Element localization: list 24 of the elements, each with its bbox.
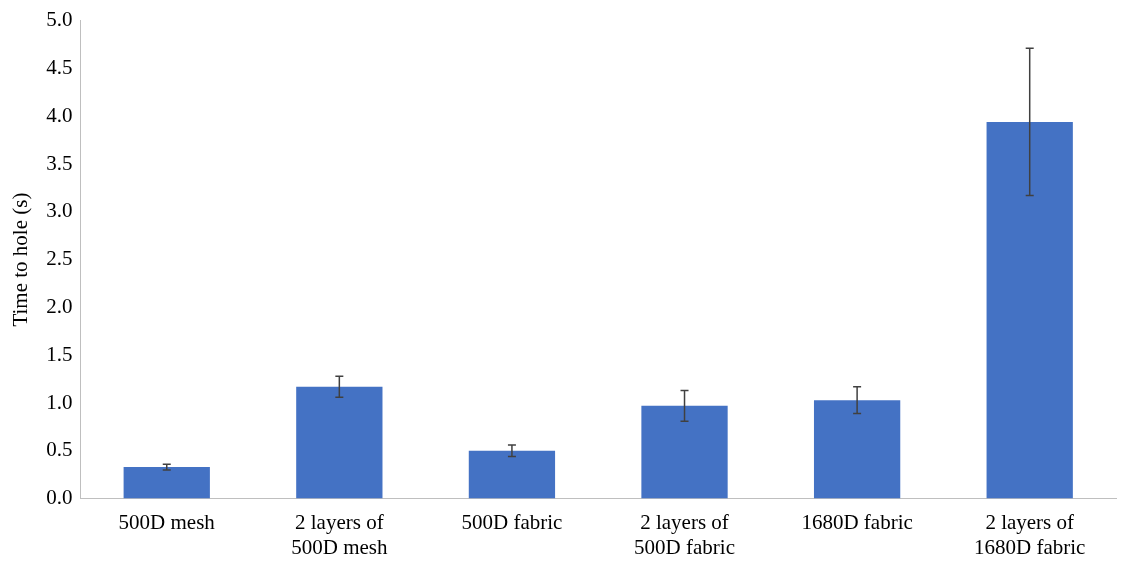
- y-axis-title: Time to hole (s): [8, 192, 33, 327]
- y-tick-label: 2.5: [46, 246, 73, 271]
- y-tick-label: 2.0: [46, 293, 73, 318]
- bar: [813, 400, 901, 499]
- y-tick-label: 4.0: [46, 102, 73, 127]
- y-tick-label: 0.5: [46, 437, 73, 462]
- y-tick-label: 1.0: [46, 389, 73, 414]
- bar: [986, 121, 1073, 499]
- y-tick-label: 3.5: [46, 150, 73, 175]
- bar: [123, 467, 210, 499]
- bar: [641, 405, 728, 499]
- y-tick-label: 3.0: [46, 198, 73, 223]
- y-tick-label: 4.5: [46, 54, 73, 79]
- x-tick-label: 500D mesh: [118, 509, 216, 534]
- bar: [468, 450, 556, 499]
- y-tick-label: 0.0: [46, 485, 73, 510]
- y-tick-label: 1.5: [46, 341, 73, 366]
- x-tick-label: 1680D fabric: [801, 509, 913, 534]
- x-tick-label: 500D fabric: [461, 509, 563, 534]
- x-tick-label: 2 layers of 500D mesh: [291, 509, 388, 559]
- bar: [296, 386, 383, 499]
- x-tick-label: 2 layers of 500D fabric: [634, 509, 735, 559]
- y-tick-label: 5.0: [46, 7, 73, 32]
- x-tick-label: 2 layers of 1680D fabric: [974, 509, 1086, 559]
